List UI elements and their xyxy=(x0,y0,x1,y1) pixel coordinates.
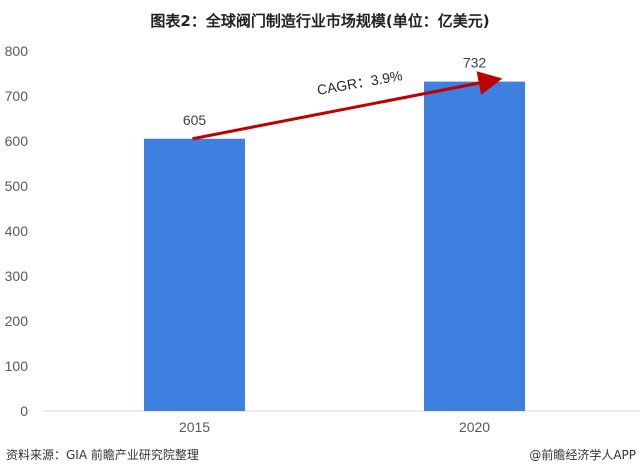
y-tick-label: 100 xyxy=(5,358,29,374)
y-tick-label: 500 xyxy=(5,178,29,194)
chart-title: 图表2：全球阀门制造行业市场规模(单位：亿美元) xyxy=(150,12,490,30)
y-tick-label: 600 xyxy=(5,133,29,149)
bar-2020 xyxy=(424,81,525,411)
x-tick-label: 2020 xyxy=(459,419,490,435)
brand-label: @前瞻经济学人APP xyxy=(529,448,636,462)
source-note: 资料来源：GIA 前瞻产业研究院整理 xyxy=(6,448,199,462)
bar-2015 xyxy=(144,138,245,411)
y-tick-label: 300 xyxy=(5,268,29,284)
y-tick-label: 200 xyxy=(5,313,29,329)
y-tick-label: 700 xyxy=(5,88,29,104)
x-tick-label: 2015 xyxy=(179,419,210,435)
y-tick-label: 0 xyxy=(20,403,28,419)
y-tick-label: 400 xyxy=(5,223,29,239)
y-tick-label: 800 xyxy=(5,43,29,59)
data-label: 605 xyxy=(183,112,207,128)
data-label: 732 xyxy=(463,55,487,71)
cagr-arrow xyxy=(192,71,503,141)
cagr-annotation: CAGR：3.9% xyxy=(316,67,404,98)
